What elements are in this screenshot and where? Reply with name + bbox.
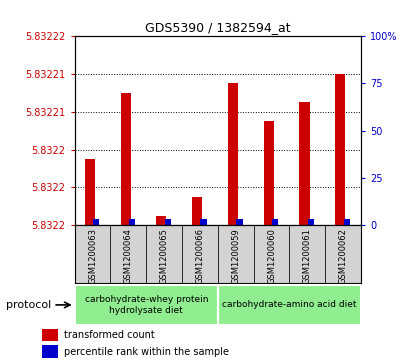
Text: carbohydrate-whey protein
hydrolysate diet: carbohydrate-whey protein hydrolysate di… [85,295,208,315]
Text: GSM1200065: GSM1200065 [160,228,168,284]
Bar [75,225,110,283]
Text: protocol: protocol [6,300,51,310]
Bar [344,219,350,225]
Bar [236,219,243,225]
Title: GDS5390 / 1382594_at: GDS5390 / 1382594_at [145,21,290,34]
Bar [218,285,361,325]
Text: GSM1200061: GSM1200061 [303,228,312,284]
Text: GSM1200062: GSM1200062 [339,228,348,284]
Bar [110,225,146,283]
Text: GSM1200063: GSM1200063 [88,228,97,284]
Bar [85,159,95,225]
Bar [228,83,238,225]
Bar [182,225,218,283]
Bar [308,219,314,225]
Bar [42,345,58,358]
Bar [218,225,254,283]
Bar [290,225,325,283]
Bar [75,285,218,325]
Bar [300,102,310,225]
Text: percentile rank within the sample: percentile rank within the sample [64,347,229,356]
Text: GSM1200066: GSM1200066 [195,228,205,284]
Bar [93,219,100,225]
Text: GSM1200064: GSM1200064 [124,228,133,284]
Text: transformed count: transformed count [64,330,155,340]
Bar [254,225,290,283]
Bar [192,197,202,225]
Bar [325,225,361,283]
Bar [129,219,135,225]
Bar [272,219,278,225]
Bar [156,216,166,225]
Bar [164,219,171,225]
Text: GSM1200059: GSM1200059 [231,228,240,284]
Text: carbohydrate-amino acid diet: carbohydrate-amino acid diet [222,301,357,309]
Bar [42,329,58,341]
Bar [335,74,345,225]
Text: GSM1200060: GSM1200060 [267,228,276,284]
Bar [120,93,131,225]
Bar [146,225,182,283]
Bar [200,219,207,225]
Bar [264,121,274,225]
